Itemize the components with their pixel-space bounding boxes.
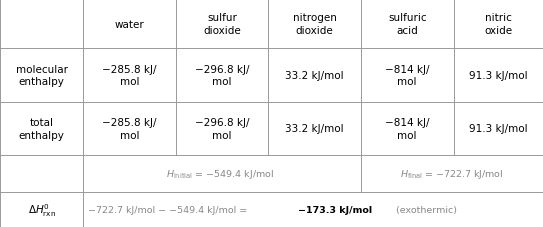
- Text: −296.8 kJ/
mol: −296.8 kJ/ mol: [195, 118, 249, 140]
- Text: −722.7 kJ/mol − −549.4 kJ/mol =: −722.7 kJ/mol − −549.4 kJ/mol =: [89, 205, 251, 214]
- Text: −285.8 kJ/
mol: −285.8 kJ/ mol: [103, 118, 157, 140]
- Text: $H_\mathrm{final}$ = −722.7 kJ/mol: $H_\mathrm{final}$ = −722.7 kJ/mol: [400, 167, 504, 180]
- Text: sulfur
dioxide: sulfur dioxide: [203, 13, 241, 36]
- Text: −814 kJ/
mol: −814 kJ/ mol: [385, 64, 430, 87]
- Text: $\Delta H^0_\mathrm{rxn}$: $\Delta H^0_\mathrm{rxn}$: [28, 201, 56, 218]
- Text: 91.3 kJ/mol: 91.3 kJ/mol: [469, 124, 528, 134]
- Text: water: water: [115, 20, 144, 29]
- Text: (exothermic): (exothermic): [394, 205, 457, 214]
- Text: nitric
oxide: nitric oxide: [484, 13, 512, 36]
- Text: nitrogen
dioxide: nitrogen dioxide: [293, 13, 337, 36]
- Text: 33.2 kJ/mol: 33.2 kJ/mol: [286, 71, 344, 80]
- Text: −296.8 kJ/
mol: −296.8 kJ/ mol: [195, 64, 249, 87]
- Text: molecular
enthalpy: molecular enthalpy: [16, 64, 68, 87]
- Text: $H_\mathrm{initial}$ = −549.4 kJ/mol: $H_\mathrm{initial}$ = −549.4 kJ/mol: [166, 167, 274, 180]
- Text: 33.2 kJ/mol: 33.2 kJ/mol: [286, 124, 344, 134]
- Text: 91.3 kJ/mol: 91.3 kJ/mol: [469, 71, 528, 80]
- Text: total
enthalpy: total enthalpy: [19, 118, 65, 140]
- Text: −285.8 kJ/
mol: −285.8 kJ/ mol: [103, 64, 157, 87]
- Text: sulfuric
acid: sulfuric acid: [388, 13, 427, 36]
- Text: −814 kJ/
mol: −814 kJ/ mol: [385, 118, 430, 140]
- Text: −173.3 kJ/mol: −173.3 kJ/mol: [298, 205, 372, 214]
